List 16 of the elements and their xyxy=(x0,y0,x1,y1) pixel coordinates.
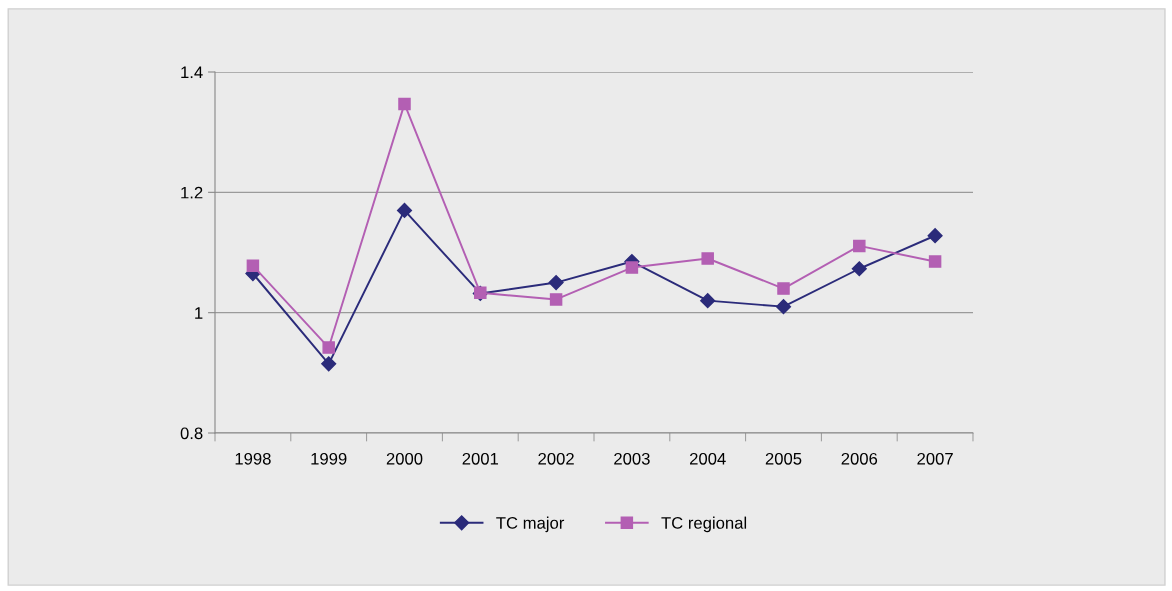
legend-label: TC major xyxy=(496,516,565,533)
x-tick-label: 2005 xyxy=(765,452,802,465)
x-tick-label: 2001 xyxy=(462,452,499,465)
x-tick-label: 2000 xyxy=(386,452,423,465)
x-tick-label: 2003 xyxy=(614,452,650,465)
y-tick-label: 1 xyxy=(195,307,203,319)
y-tick-label: 0.8 xyxy=(180,427,203,440)
y-tick-label: 1.4 xyxy=(181,66,203,79)
x-tick-label: 1999 xyxy=(311,452,347,465)
x-tick-label: 1998 xyxy=(235,452,271,465)
x-tick-label: 2006 xyxy=(841,452,878,465)
y-tick-label: 1.2 xyxy=(181,186,203,199)
legend-label: TC regional xyxy=(661,516,747,533)
x-tick-label: 2004 xyxy=(690,452,726,465)
x-tick-label: 2007 xyxy=(917,452,953,465)
x-tick-label: 2002 xyxy=(538,452,574,465)
